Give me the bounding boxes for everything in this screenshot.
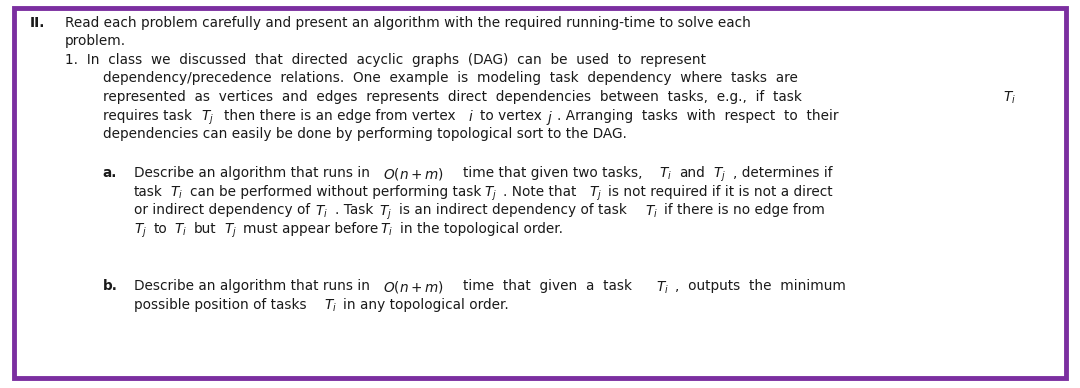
Text: . Task: . Task — [335, 203, 374, 217]
Text: in the topological order.: in the topological order. — [400, 222, 563, 236]
Text: a.: a. — [103, 166, 117, 180]
Text: $T_i$: $T_i$ — [656, 279, 669, 296]
Text: Read each problem carefully and present an algorithm with the required running-t: Read each problem carefully and present … — [65, 16, 751, 29]
Text: $T_i$: $T_i$ — [174, 222, 187, 238]
Text: to vertex: to vertex — [480, 109, 541, 123]
Text: $T_i$: $T_i$ — [324, 298, 337, 314]
Text: possible position of tasks: possible position of tasks — [134, 298, 307, 312]
Text: . Arranging  tasks  with  respect  to  their: . Arranging tasks with respect to their — [557, 109, 839, 123]
Text: ,  outputs  the  minimum: , outputs the minimum — [675, 279, 846, 293]
FancyBboxPatch shape — [14, 8, 1066, 378]
Text: dependencies can easily be done by performing topological sort to the DAG.: dependencies can easily be done by perfo… — [103, 127, 626, 141]
Text: 1.  In  class  we  discussed  that  directed  acyclic  graphs  (DAG)  can  be  u: 1. In class we discussed that directed a… — [65, 53, 706, 67]
Text: b.: b. — [103, 279, 118, 293]
Text: if there is no edge from: if there is no edge from — [664, 203, 825, 217]
Text: $T_i$: $T_i$ — [315, 203, 328, 220]
Text: $i$: $i$ — [468, 109, 473, 124]
Text: dependency/precedence  relations.  One  example  is  modeling  task  dependency : dependency/precedence relations. One exa… — [103, 71, 797, 85]
Text: $T_i$: $T_i$ — [659, 166, 672, 182]
Text: is an indirect dependency of task: is an indirect dependency of task — [399, 203, 626, 217]
Text: $O(n + m)$: $O(n + m)$ — [383, 166, 444, 182]
Text: $T_i$: $T_i$ — [645, 203, 658, 220]
Text: $T_i$: $T_i$ — [380, 222, 393, 238]
Text: $T_j$: $T_j$ — [379, 203, 392, 222]
Text: in any topological order.: in any topological order. — [343, 298, 509, 312]
Text: $T_j$: $T_j$ — [589, 185, 602, 203]
Text: time that given two tasks,: time that given two tasks, — [463, 166, 643, 180]
Text: represented  as  vertices  and  edges  represents  direct  dependencies  between: represented as vertices and edges repres… — [103, 90, 801, 104]
Text: $O(n + m)$: $O(n + m)$ — [383, 279, 444, 295]
Text: $T_j$: $T_j$ — [713, 166, 726, 184]
Text: task: task — [134, 185, 163, 199]
Text: but: but — [193, 222, 216, 236]
Text: $T_j$: $T_j$ — [134, 222, 147, 240]
Text: then there is an edge from vertex: then there is an edge from vertex — [224, 109, 455, 123]
Text: problem.: problem. — [65, 34, 126, 48]
Text: II.: II. — [30, 16, 45, 29]
Text: $T_i$: $T_i$ — [170, 185, 183, 201]
Text: is not required if it is not a direct: is not required if it is not a direct — [608, 185, 833, 199]
Text: or indirect dependency of: or indirect dependency of — [134, 203, 310, 217]
Text: $T_i$: $T_i$ — [1003, 90, 1016, 106]
Text: Describe an algorithm that runs in: Describe an algorithm that runs in — [134, 279, 370, 293]
Text: . Note that: . Note that — [503, 185, 577, 199]
Text: must appear before: must appear before — [243, 222, 378, 236]
Text: and: and — [679, 166, 705, 180]
Text: can be performed without performing task: can be performed without performing task — [190, 185, 482, 199]
Text: $T_j$: $T_j$ — [484, 185, 497, 203]
Text: $T_j$: $T_j$ — [224, 222, 237, 240]
Text: $j$: $j$ — [546, 109, 554, 126]
Text: Describe an algorithm that runs in: Describe an algorithm that runs in — [134, 166, 370, 180]
Text: $T_j$: $T_j$ — [201, 109, 214, 127]
Text: , determines if: , determines if — [733, 166, 833, 180]
Text: time  that  given  a  task: time that given a task — [463, 279, 632, 293]
Text: to: to — [153, 222, 167, 236]
Text: requires task: requires task — [103, 109, 191, 123]
